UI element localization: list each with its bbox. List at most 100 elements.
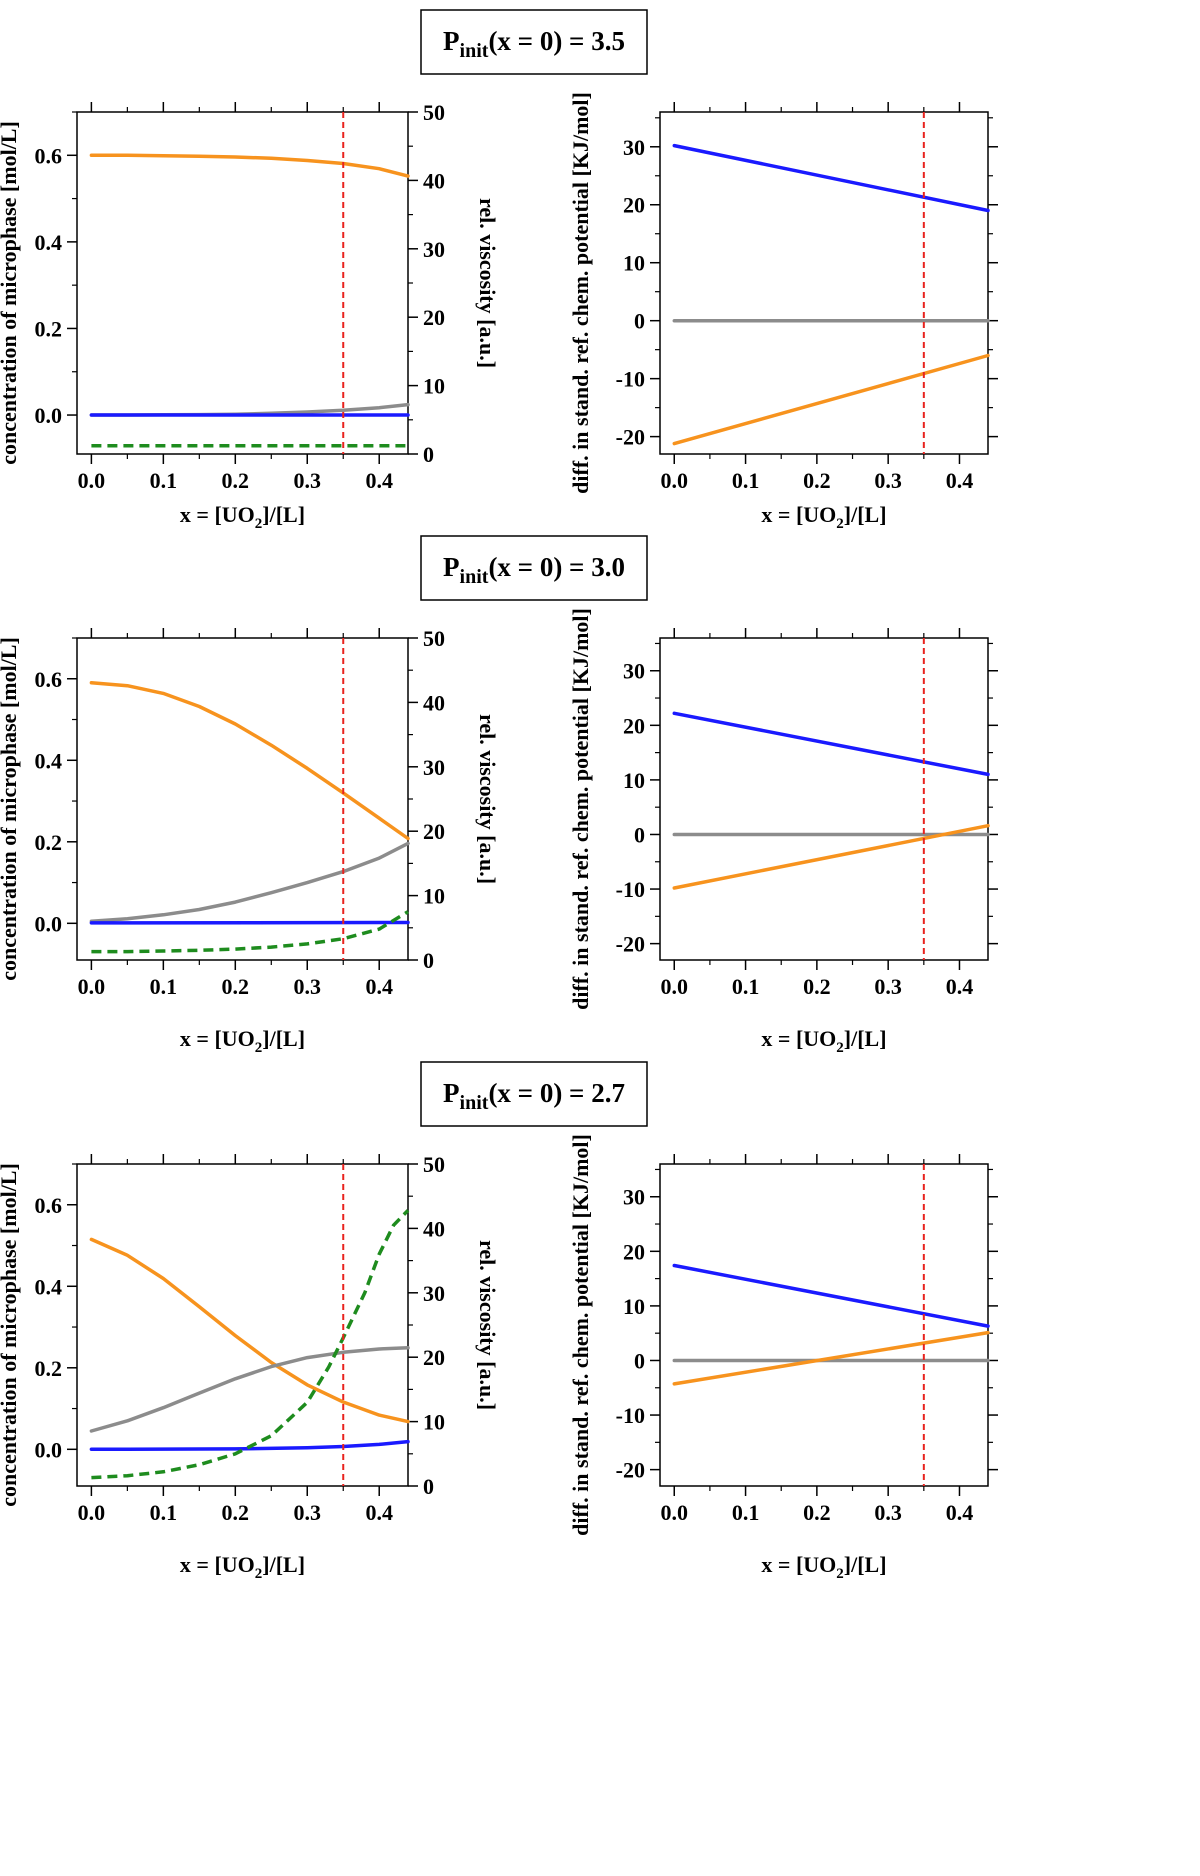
panel-title: Pinit(x = 0) = 3.5	[420, 9, 648, 75]
y-tick-label: 0.2	[35, 830, 63, 855]
conc-frame	[76, 1163, 409, 1487]
x-tick-label: 0.4	[365, 468, 393, 493]
y-right-tick-label: 0	[423, 948, 434, 973]
x-axis-label-end: ]/[L]	[844, 1552, 887, 1577]
x-tick-label: 0.0	[661, 1500, 689, 1525]
conc-chart: 0.0 0.1 0.2 0.3 0.4 0.0 0.2 0.4 0.6 0 10 20 30 40 50 re…	[0, 100, 500, 532]
conc-chart: 0.0 0.1 0.2 0.3 0.4 0.0 0.2 0.4 0.6 0 10 20 30 40 50 re…	[0, 1152, 500, 1582]
potential-frame	[659, 1163, 989, 1487]
y-right-tick-label: 20	[423, 819, 445, 844]
x-axis-label-end: ]/[L]	[262, 502, 305, 527]
x-axis-label: x = [UO2]/[L]	[180, 502, 305, 532]
x-tick-label: 0.3	[874, 974, 902, 999]
x-tick-label: 0.0	[661, 468, 689, 493]
x-axis-label-sub: 2	[255, 516, 263, 532]
x-tick-label: 0.1	[150, 974, 178, 999]
panel-title-sub: init	[460, 40, 489, 62]
x-axis-label-main: x = [UO	[180, 502, 255, 527]
panel-title-text: Pinit(x = 0) = 2.7	[443, 1078, 625, 1114]
y-tick-label: -20	[616, 932, 645, 957]
x-tick-label: 0.3	[294, 974, 322, 999]
panel-title-main: P	[443, 26, 460, 56]
panel-title-rest: (x = 0) = 3.5	[488, 26, 625, 56]
x-tick-label: 0.1	[732, 974, 760, 999]
x-axis-label-sub: 2	[255, 1040, 263, 1056]
y-axis-label: concentration of microphase [mol/L]	[0, 121, 21, 465]
y-tick-label: -10	[616, 877, 645, 902]
series-line-gray	[89, 1346, 410, 1433]
x-tick-label: 0.1	[732, 1500, 760, 1525]
potential-chart: 0.0 0.1 0.2 0.3 0.4 -20 -10 0 10 20 30 diff. in sta…	[568, 92, 998, 532]
y-tick-label: 10	[623, 251, 645, 276]
y-tick-label: -20	[616, 425, 645, 450]
x-tick-label: 0.1	[150, 1500, 178, 1525]
panel-row-3: Pinit(x = 0) = 2.7 0.0 0.1 0.2 0.3 0.4 0.0 0.2 0…	[0, 1061, 998, 1582]
series-line-orange	[89, 681, 410, 841]
x-tick-label: 0.2	[222, 1500, 250, 1525]
y-right-tick-label: 30	[423, 1281, 445, 1306]
y-tick-label: 30	[623, 1185, 645, 1210]
panel-title-box	[420, 9, 648, 75]
series-line-gray	[89, 841, 410, 924]
y-tick-label: 0.6	[35, 143, 63, 168]
series-line-orange	[89, 153, 410, 178]
y-tick-label: 0.4	[35, 1274, 63, 1299]
y-axis-label: concentration of microphase [mol/L]	[0, 637, 21, 981]
y-right-axis-label: rel. viscosity [a.u.]	[475, 198, 500, 368]
x-axis-label-main: x = [UO	[761, 502, 836, 527]
y-tick-label: 20	[623, 193, 645, 218]
panel-title-text: Pinit(x = 0) = 3.0	[443, 552, 625, 588]
y-right-tick-label: 40	[423, 690, 445, 715]
x-axis-label-sub: 2	[836, 1566, 844, 1582]
x-axis-label-main: x = [UO	[180, 1026, 255, 1051]
x-tick-label: 0.3	[294, 1500, 322, 1525]
y-tick-label: 0.0	[35, 1437, 63, 1462]
y-right-tick-label: 50	[423, 100, 445, 125]
x-axis-label-end: ]/[L]	[844, 502, 887, 527]
x-tick-label: 0.1	[150, 468, 178, 493]
y-tick-label: 0.4	[35, 230, 63, 255]
panel-row-1: Pinit(x = 0) = 3.50.0 0.1 0.2 0.3 0.40.00.20…	[0, 9, 998, 532]
y-tick-label: 20	[623, 1239, 645, 1264]
x-axis-label: x = [UO2]/[L]	[180, 1552, 305, 1582]
y-right-axis-label: rel. viscosity [a.u.]	[475, 714, 500, 884]
y-axis-label: diff. in stand. ref. chem. potential [KJ…	[568, 608, 593, 1010]
y-tick-label: 30	[623, 659, 645, 684]
panel-title-text: Pinit(x = 0) = 3.5	[443, 26, 625, 62]
panel-title-sub: init	[460, 566, 489, 588]
panel-title-main: P	[443, 1078, 460, 1108]
y-right-axis-label: rel. viscosity [a.u.]	[475, 1240, 500, 1410]
x-tick-label: 0.2	[803, 1500, 831, 1525]
x-axis-label: x = [UO2]/[L]	[180, 1026, 305, 1056]
x-tick-label: 0.4	[946, 1500, 974, 1525]
y-right-tick-label: 40	[423, 1216, 445, 1241]
series-line-orange	[672, 353, 990, 446]
y-right-tick-label: 30	[423, 755, 445, 780]
y-right-tick-label: 50	[423, 1152, 445, 1177]
x-tick-label: 0.3	[874, 1500, 902, 1525]
panel-title-sub: init	[460, 1092, 489, 1114]
x-axis-label-sub: 2	[836, 1040, 844, 1056]
panel-title-main: P	[443, 552, 460, 582]
series-line-orange	[672, 1330, 990, 1386]
x-axis-label-end: ]/[L]	[262, 1552, 305, 1577]
x-tick-label: 0.0	[661, 974, 689, 999]
y-tick-label: -10	[616, 367, 645, 392]
y-tick-label: 20	[623, 713, 645, 738]
y-tick-label: 0.6	[35, 1193, 63, 1218]
y-right-tick-label: 0	[423, 442, 434, 467]
panel-title-box	[420, 1061, 648, 1127]
y-tick-label: 0.2	[35, 1356, 63, 1381]
y-right-tick-label: 10	[423, 1410, 445, 1435]
panel-title: Pinit(x = 0) = 2.7	[420, 1061, 648, 1127]
y-right-tick-label: 20	[423, 305, 445, 330]
x-tick-label: 0.4	[365, 974, 393, 999]
series-line-orange	[672, 823, 990, 890]
y-tick-label: 0.0	[35, 911, 63, 936]
panel-title-rest: (x = 0) = 3.0	[488, 552, 625, 582]
potential-frame	[659, 111, 989, 455]
y-tick-label: 0	[634, 309, 645, 334]
x-tick-label: 0.0	[78, 974, 106, 999]
y-right-tick-label: 10	[423, 374, 445, 399]
y-axis-label: diff. in stand. ref. chem. potential [KJ…	[568, 1134, 593, 1536]
